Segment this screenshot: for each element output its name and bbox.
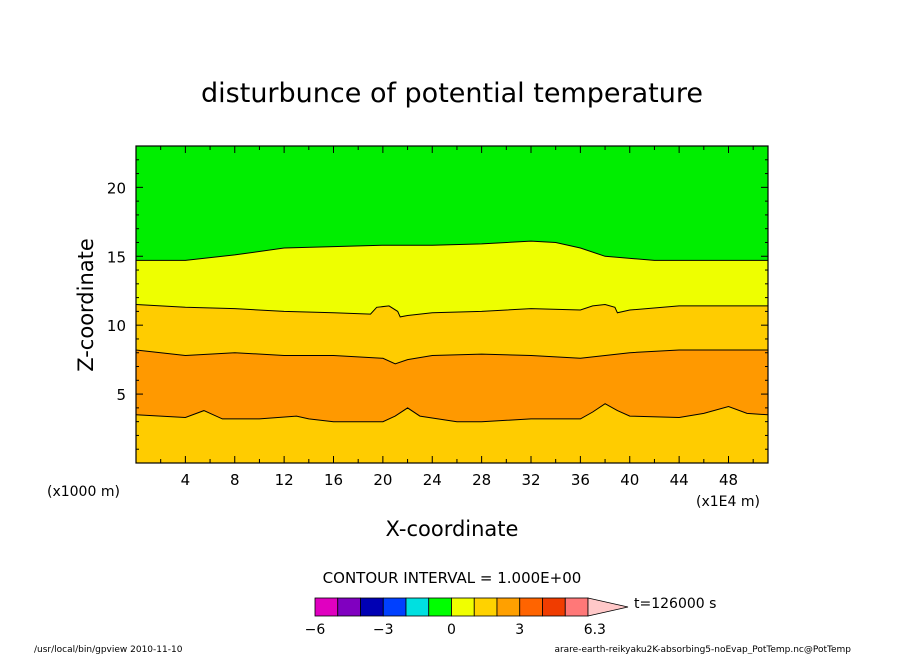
contour-line [136, 240, 768, 261]
x-tick-label: 28 [472, 471, 491, 489]
contour-band [136, 350, 768, 422]
contour-band [136, 146, 768, 261]
contour-interval-text: CONTOUR INTERVAL = 1.000E+00 [323, 569, 582, 587]
contour-line-group [135, 240, 769, 423]
colorbar-tick-label: 6.3 [584, 622, 606, 638]
y-axis-label: Z-coordinate [74, 238, 98, 372]
x-tick-label: 48 [719, 471, 738, 489]
x-tick-label: 44 [670, 471, 689, 489]
colorbar-tick-label: 0 [447, 622, 456, 638]
y-tick-label: 5 [116, 386, 126, 404]
y-tick-label: 20 [107, 179, 126, 197]
colorbar-box [428, 597, 452, 617]
chart-title: disturbunce of potential temperature [201, 78, 703, 109]
plot-frame [135, 145, 769, 464]
contour-line [135, 303, 768, 318]
colorbar-box [382, 597, 407, 617]
contour-line [135, 349, 768, 365]
footer-left: /usr/local/bin/gpview 2010-11-10 [34, 645, 183, 654]
x-tick-label: 36 [571, 471, 590, 489]
x-tick-label: 32 [521, 471, 540, 489]
time-label: t=126000 s [634, 596, 716, 612]
x-tick-label: 24 [423, 471, 442, 489]
y-tick-label: 10 [107, 317, 126, 335]
colorbar: −6 −3 0 3 6.3 [305, 597, 629, 638]
colorbar-box [519, 597, 543, 617]
colorbar-box [337, 597, 361, 617]
x-axis-label: X-coordinate [386, 517, 519, 541]
contour-fill-group [136, 146, 768, 463]
x-tick-label: 12 [275, 471, 294, 489]
contour-line [135, 403, 769, 423]
contour-band [136, 403, 768, 463]
colorbar-box [564, 597, 589, 617]
colorbar-box [496, 597, 521, 617]
colorbar-box [405, 597, 430, 617]
x-tick-label: 40 [620, 471, 639, 489]
colorbar-box [360, 597, 384, 617]
contour-band [136, 241, 768, 317]
colorbar-box [542, 597, 566, 617]
x-tick-label: 16 [324, 471, 343, 489]
x-tick-label: 8 [230, 471, 240, 489]
footer-right: arare-earth-reikyaku2K-absorbing5-noEvap… [554, 645, 851, 654]
x-unit-label: (x1E4 m) [696, 494, 760, 510]
colorbar-tick-label: −3 [373, 622, 394, 638]
colorbar-arrow [587, 597, 629, 617]
y-unit-label: (x1000 m) [47, 484, 120, 500]
contour-band [136, 304, 768, 364]
colorbar-box [451, 597, 475, 617]
colorbar-tick-label: −6 [305, 622, 326, 638]
colorbar-box [473, 597, 498, 617]
colorbar-box [314, 597, 339, 617]
colorbar-tick-label: 3 [515, 622, 524, 638]
x-tick-label: 4 [181, 471, 191, 489]
y-tick-label: 15 [107, 248, 126, 266]
x-tick-label: 20 [373, 471, 392, 489]
